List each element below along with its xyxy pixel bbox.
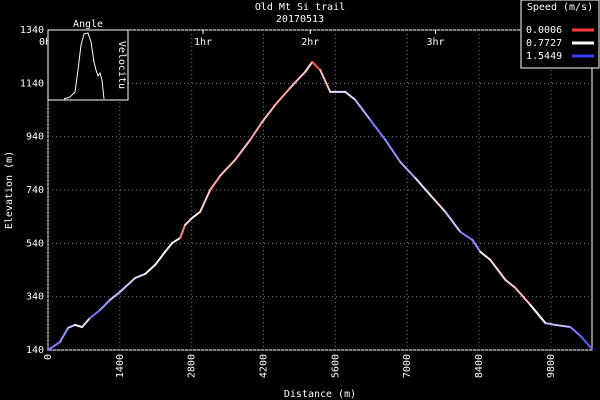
legend-label: 0.0006: [526, 25, 562, 36]
inset-side-label: Velocitu: [116, 41, 127, 89]
x-tick-label: 0: [43, 354, 54, 360]
trail-segment: [99, 298, 112, 311]
x-tick-label: 2800: [187, 354, 198, 378]
trail-segment: [234, 138, 252, 161]
trail-segment: [579, 334, 593, 350]
legend-label: 1.5449: [526, 51, 562, 62]
trail-segment: [471, 238, 482, 253]
chart-subtitle: 20170513: [276, 14, 324, 25]
y-tick-label: 1340: [20, 25, 44, 36]
legend: Speed (m/s) 0.0006 0.7727 1.5449: [520, 0, 600, 69]
inset-frame: [47, 29, 129, 101]
plot-layer: 140 340 540 740 940 1140 1340 0 1400 2800 4200 5600…: [20, 25, 593, 378]
trail-segment: [144, 263, 157, 275]
trail-segment: [569, 326, 582, 337]
trail-segment: [529, 303, 547, 325]
trail-segment: [219, 158, 237, 177]
y-tick-label: 1140: [20, 78, 44, 89]
x-tick-label: 1400: [115, 354, 126, 378]
trail-segment: [479, 250, 492, 261]
y-tick-label: 140: [26, 345, 44, 356]
trail-segment: [261, 103, 277, 123]
trail-segment: [369, 118, 387, 141]
trail-segment: [384, 138, 402, 163]
trail-segment: [444, 210, 462, 233]
trail-segment: [274, 86, 292, 106]
trail-segment: [81, 317, 92, 329]
inset-curve: [63, 32, 105, 100]
trail-segment: [209, 174, 222, 191]
trail-segment: [399, 161, 417, 179]
trail-segment: [311, 61, 322, 71]
trail-segment: [354, 98, 372, 121]
y-tick-label: 940: [26, 132, 44, 143]
trail-segment: [134, 273, 147, 279]
trail-segment: [73, 323, 84, 329]
trail-segment: [59, 326, 70, 343]
trail-segment: [249, 121, 264, 141]
x-tick-label: 8400: [474, 354, 485, 378]
trail-segment: [191, 210, 202, 219]
y-tick-label: 540: [26, 238, 44, 249]
inset-title: Angle: [73, 19, 103, 30]
top-tick-label: 1hr: [194, 37, 212, 48]
trail-segment: [184, 217, 194, 226]
trail-segment: [199, 189, 212, 213]
trail-segment: [179, 223, 187, 239]
trail-segment: [459, 230, 474, 241]
y-axis-label: Elevation (m): [4, 151, 15, 229]
trail-segment: [164, 242, 174, 253]
trail-segment: [171, 237, 182, 245]
x-tick-label: 7000: [402, 354, 413, 378]
trail-segment: [414, 177, 432, 197]
trail-segment: [429, 194, 447, 213]
trail-segment: [344, 90, 357, 101]
trail-segment: [89, 309, 102, 319]
trail-segment: [304, 61, 314, 73]
trail-segment: [554, 323, 572, 329]
inset: Angle Velocitu: [47, 19, 129, 101]
trail-segment: [67, 323, 76, 329]
y-tick-label: 740: [26, 185, 44, 196]
legend-label: 0.7727: [526, 38, 562, 49]
trail-segment: [544, 322, 557, 326]
legend-title: Speed (m/s): [527, 2, 593, 13]
trail-segment: [489, 258, 507, 281]
trail-segment: [154, 250, 167, 266]
trail-segment: [514, 286, 532, 306]
trail-segment: [109, 290, 122, 301]
trail-segment: [47, 341, 62, 351]
trail-segment: [289, 70, 307, 89]
x-axis-label: Distance (m): [284, 389, 356, 400]
top-tick-label: 3hr: [426, 37, 444, 48]
trail-segment: [504, 278, 517, 289]
x-tick-label: 5600: [330, 354, 341, 378]
trail-segment: [319, 69, 332, 93]
x-tick-label: 4200: [259, 354, 270, 378]
chart-title: Old Mt Si trail: [255, 2, 345, 13]
y-tick-label: 340: [26, 292, 44, 303]
top-tick-label: 2hr: [301, 37, 319, 48]
trail-segment: [119, 277, 137, 293]
x-tick-label: 9800: [546, 354, 557, 378]
